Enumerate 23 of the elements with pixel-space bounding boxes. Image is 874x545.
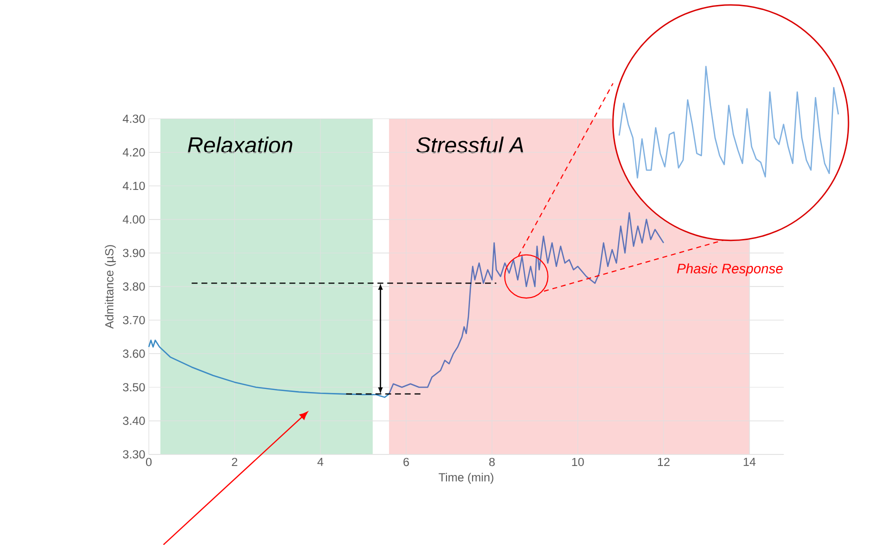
y-tick-label: 4.20 [122, 148, 145, 157]
y-tick-label: 3.70 [122, 316, 145, 324]
y-tick-label: 4.30 [122, 114, 145, 124]
annotation: Phasic Response [677, 264, 783, 276]
y-tick-label: 4.00 [122, 215, 145, 224]
band-label: Relaxation [188, 136, 292, 154]
y-tick-label: 3.80 [122, 282, 145, 291]
y-axis-title: Admittance (µS) [104, 245, 116, 329]
x-tick-label: 14 [744, 458, 756, 466]
x-axis-title: Time (min) [438, 473, 494, 484]
y-tick-label: 3.40 [122, 416, 145, 426]
x-tick-label: 12 [658, 458, 670, 466]
y-tick-label: 3.30 [122, 450, 145, 459]
x-tick-label: 0 [146, 458, 152, 466]
y-tick-label: 3.90 [122, 249, 145, 258]
x-tick-label: 2 [232, 458, 238, 466]
x-tick-label: 8 [489, 458, 495, 466]
y-tick-label: 3.60 [122, 350, 145, 358]
x-tick-label: 4 [317, 458, 324, 466]
y-tick-label: 3.50 [122, 383, 145, 392]
y-tick-label: 4.10 [122, 182, 145, 190]
x-tick-label: 10 [572, 458, 584, 466]
x-tick-label: 6 [404, 458, 409, 466]
